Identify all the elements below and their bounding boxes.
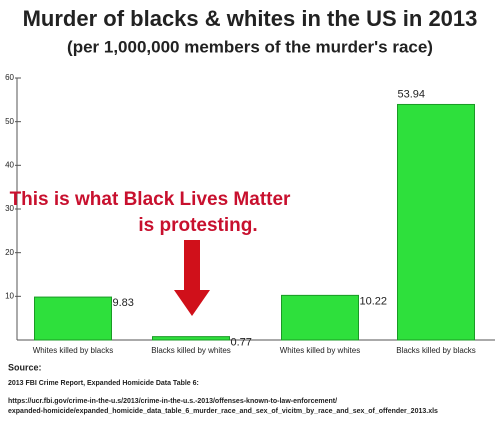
annotation: is protesting. [138, 215, 257, 236]
bar [397, 103, 475, 341]
value-label: 9.83 [113, 297, 134, 309]
x-tick-label: Whites killed by whites [280, 346, 360, 355]
y-tick-label: 50 [5, 117, 14, 126]
y-tick-label: 60 [5, 73, 14, 82]
arrow [174, 240, 210, 316]
chart-title: Murder of blacks & whites in the US in 2… [23, 6, 478, 31]
bar [152, 336, 230, 341]
source-text: 2013 FBI Crime Report, Expanded Homicide… [8, 380, 199, 387]
source-text: expanded-homicide/expanded_homicide_data… [8, 408, 438, 415]
x-tick-label: Whites killed by blacks [33, 346, 113, 355]
y-tick-label: 30 [5, 204, 14, 213]
value-label: 0.77 [231, 337, 252, 349]
value-label: 10.22 [360, 295, 388, 307]
y-tick-label: 20 [5, 248, 14, 257]
bar [34, 296, 112, 341]
x-tick-label: Blacks killed by blacks [396, 346, 476, 355]
annotation: This is what Black Lives Matter [10, 189, 291, 210]
source-text: Source: [8, 362, 42, 372]
chart-subtitle: (per 1,000,000 members of the murder's r… [67, 37, 433, 56]
value-label: 53.94 [398, 88, 426, 100]
y-tick-label: 40 [5, 160, 14, 169]
bar [281, 294, 359, 341]
y-tick-label: 10 [5, 291, 14, 300]
source-text: https://ucr.fbi.gov/crime-in-the-u.s/201… [8, 398, 337, 405]
x-tick-label: Blacks killed by whites [151, 346, 231, 355]
